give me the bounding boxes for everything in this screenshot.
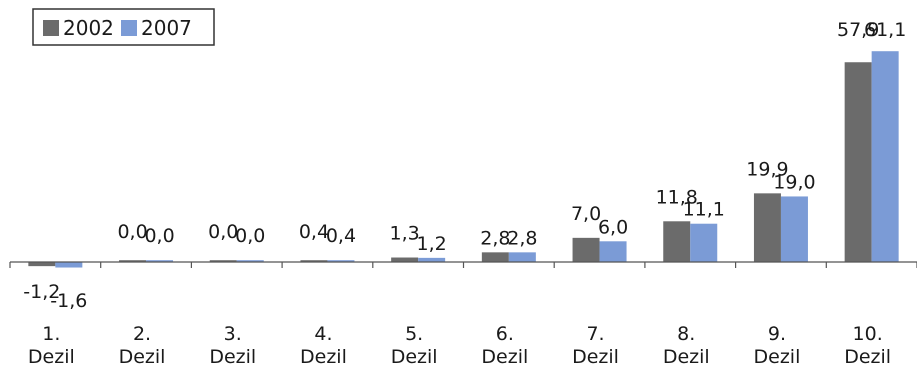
value-label-2007: 0,0 xyxy=(144,225,174,247)
bar-2007 xyxy=(146,260,174,262)
bar-2007 xyxy=(236,260,264,262)
category-label: Dezil xyxy=(572,346,619,368)
bar-2007 xyxy=(871,51,899,262)
category-label: 10. xyxy=(853,323,883,345)
bar-2007 xyxy=(508,252,536,262)
value-labels: -1,2-1,60,00,0 0,00,0 0,40,4 1,31,2 2,82,87,… xyxy=(23,19,906,312)
category-label: Dezil xyxy=(209,346,256,368)
value-label-2002: 0,4 xyxy=(299,221,329,243)
bar-2007 xyxy=(55,262,83,268)
value-label-2002: 1,3 xyxy=(390,223,420,245)
bar-2002 xyxy=(481,252,509,262)
bar-2007 xyxy=(780,196,808,262)
category-label: 2. xyxy=(133,323,151,345)
value-label-2007: 11,1 xyxy=(683,199,725,221)
category-label: 6. xyxy=(496,323,514,345)
category-label: 7. xyxy=(586,323,604,345)
category-labels: 1.Dezil2.Dezil3.Dezil4.Dezil5.Dezil6.Dez… xyxy=(28,323,891,368)
category-label: 4. xyxy=(314,323,332,345)
category-label: Dezil xyxy=(481,346,528,368)
value-label-2007: 1,2 xyxy=(417,233,447,255)
category-label: Dezil xyxy=(844,346,891,368)
value-label-2007: 0,0 xyxy=(235,225,265,247)
bar-2002 xyxy=(753,193,781,262)
value-label-2002: -1,2 xyxy=(23,281,60,303)
value-label-2007: 61,1 xyxy=(864,19,906,41)
category-label: Dezil xyxy=(754,346,801,368)
value-label-2002: 0,0 xyxy=(208,221,238,243)
category-label: 3. xyxy=(224,323,242,345)
bar-2007 xyxy=(599,241,627,262)
bar-2002 xyxy=(209,260,237,262)
bar-2002 xyxy=(844,62,872,263)
value-label-2007: 2,8 xyxy=(507,227,537,249)
legend-swatch-2007 xyxy=(121,20,137,36)
bar-2002 xyxy=(572,237,600,262)
bar-2002 xyxy=(663,221,691,262)
bar-2007 xyxy=(690,223,718,262)
bar-2002 xyxy=(119,260,147,262)
value-label-2007: 6,0 xyxy=(598,216,628,238)
bar-2007 xyxy=(327,260,355,262)
value-label-2002: 2,8 xyxy=(480,227,510,249)
value-label-2002: 0,0 xyxy=(117,221,147,243)
category-label: Dezil xyxy=(300,346,347,368)
category-label: Dezil xyxy=(28,346,75,368)
bar-2002 xyxy=(391,257,419,262)
category-label: 8. xyxy=(677,323,695,345)
bar-2002 xyxy=(28,262,56,267)
category-label: Dezil xyxy=(391,346,438,368)
category-label: Dezil xyxy=(119,346,166,368)
value-label-2007: 19,0 xyxy=(773,171,815,193)
value-label-2002: 19,9 xyxy=(746,158,788,180)
bar-2007 xyxy=(418,257,446,262)
bar-2002 xyxy=(300,260,328,262)
value-label-2007: 0,4 xyxy=(326,225,356,247)
value-label-2007: -1,6 xyxy=(50,290,87,312)
value-label-2002: 57,9 xyxy=(837,19,879,41)
value-label-2002: 7,0 xyxy=(571,203,601,225)
category-label: 1. xyxy=(42,323,60,345)
x-axis-ticks xyxy=(9,262,917,268)
legend-label-2002: 2002 xyxy=(63,16,114,40)
legend: 2002 2007 xyxy=(32,8,215,46)
legend-swatch-2002 xyxy=(43,20,59,36)
category-label: Dezil xyxy=(663,346,710,368)
legend-label-2007: 2007 xyxy=(141,16,192,40)
bars xyxy=(28,51,899,268)
value-label-2002: 11,8 xyxy=(656,186,698,208)
category-label: 9. xyxy=(768,323,786,345)
category-label: 5. xyxy=(405,323,423,345)
